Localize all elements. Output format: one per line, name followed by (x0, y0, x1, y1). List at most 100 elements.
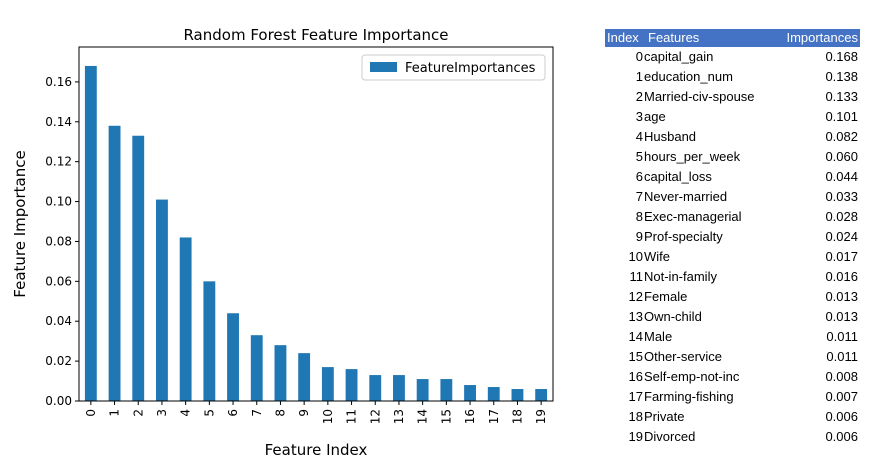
table-row: 5 hours_per_week 0.060 (605, 147, 860, 167)
y-tick-label: 0.04 (45, 314, 72, 328)
row-feature: capital_loss (644, 169, 712, 184)
table-row: 4 Husband 0.082 (605, 127, 860, 147)
row-feature: hours_per_week (644, 149, 741, 164)
row-feature: Self-emp-not-inc (644, 369, 740, 384)
row-feature: education_num (644, 69, 733, 84)
row-importance: 0.044 (825, 169, 858, 184)
x-tick-label: 9 (297, 409, 311, 417)
row-importance: 0.138 (825, 69, 858, 84)
row-index: 8 (635, 209, 643, 224)
y-tick-label: 0.08 (45, 234, 72, 248)
row-index: 6 (635, 169, 643, 184)
row-feature: capital_gain (644, 49, 714, 64)
row-feature: Other-service (644, 349, 723, 364)
bar-5 (203, 281, 216, 401)
bar-9 (298, 353, 311, 401)
x-tick-label: 15 (439, 409, 453, 424)
legend: FeatureImportances (361, 54, 546, 81)
bar-1 (108, 125, 121, 401)
table-row: 1 education_num 0.138 (605, 67, 860, 87)
x-tick-label: 16 (463, 409, 477, 424)
header-index: Index (607, 30, 639, 45)
bar-14 (416, 379, 429, 401)
x-tick-label: 2 (131, 409, 145, 417)
row-index: 13 (628, 309, 643, 324)
row-importance: 0.168 (825, 49, 858, 64)
row-feature: Husband (644, 129, 697, 144)
row-index: 2 (635, 89, 643, 104)
bar-19 (535, 389, 548, 401)
table-row: 18 Private 0.006 (605, 407, 860, 427)
importance-table: Index Features Importances 0 capital_gain… (605, 29, 860, 447)
row-feature: Divorced (644, 429, 696, 444)
x-tick-label: 1 (108, 409, 122, 417)
y-tick-label: 0.10 (45, 195, 72, 209)
row-index: 10 (628, 249, 643, 264)
y-axis-label: Feature Importance (11, 150, 29, 297)
row-importance: 0.024 (825, 229, 858, 244)
chart-title: Random Forest Feature Importance (183, 26, 448, 44)
row-feature: Wife (644, 249, 670, 264)
table-row: 17 Farming-fishing 0.007 (605, 387, 860, 407)
table-row: 0 capital_gain 0.168 (605, 47, 860, 67)
x-tick-label: 17 (487, 409, 501, 424)
row-index: 19 (628, 429, 643, 444)
bar-8 (274, 345, 287, 401)
x-tick-label: 6 (226, 409, 240, 417)
table-row: 19 Divorced 0.006 (605, 427, 860, 447)
table-row: 12 Female 0.013 (605, 287, 860, 307)
bar-17 (487, 387, 500, 401)
row-feature: Not-in-family (644, 269, 717, 284)
bar-10 (321, 367, 334, 401)
table-row: 2 Married-civ-spouse 0.133 (605, 87, 860, 107)
row-importance: 0.033 (825, 189, 858, 204)
row-importance: 0.011 (826, 349, 858, 364)
x-tick-label: 11 (345, 409, 359, 424)
table-row: 10 Wife 0.017 (605, 247, 860, 267)
y-tick-label: 0.06 (45, 274, 72, 288)
row-index: 1 (635, 69, 643, 84)
row-feature: Private (644, 409, 685, 424)
table-row: 6 capital_loss 0.044 (605, 167, 860, 187)
bar-7 (250, 335, 263, 401)
row-importance: 0.101 (825, 109, 858, 124)
y-tick-label: 0.00 (45, 394, 72, 408)
table-row: 16 Self-emp-not-inc 0.008 (605, 367, 860, 387)
row-feature: Married-civ-spouse (644, 89, 755, 104)
row-importance: 0.028 (825, 209, 858, 224)
table-row: 14 Male 0.011 (605, 327, 860, 347)
bar-0 (84, 65, 97, 401)
row-index: 0 (635, 49, 643, 64)
row-feature: Own-child (644, 309, 702, 324)
x-tick-label: 13 (392, 409, 406, 424)
x-axis-label: Feature Index (265, 441, 368, 459)
table-row: 13 Own-child 0.013 (605, 307, 860, 327)
row-index: 15 (628, 349, 643, 364)
table-row: 3 age 0.101 (605, 107, 860, 127)
x-tick-label: 7 (250, 409, 264, 417)
legend-swatch (370, 62, 397, 72)
row-index: 17 (628, 389, 643, 404)
table-header: Index Features Importances (605, 29, 860, 47)
header-importances: Importances (786, 30, 858, 45)
x-tick-label: 12 (368, 409, 382, 424)
x-tick-label: 14 (416, 409, 430, 424)
legend-label: FeatureImportances (405, 61, 536, 76)
bar-6 (227, 313, 239, 401)
bar-11 (345, 369, 358, 401)
row-importance: 0.008 (825, 369, 858, 384)
bar-18 (511, 389, 524, 401)
row-index: 12 (628, 289, 643, 304)
plot-frame (78, 46, 554, 402)
row-importance: 0.016 (825, 269, 858, 284)
row-importance: 0.006 (825, 409, 858, 424)
row-index: 3 (635, 109, 643, 124)
row-feature: Female (644, 289, 688, 304)
x-tick-label: 10 (321, 409, 335, 424)
row-index: 11 (629, 269, 644, 284)
bar-4 (179, 237, 192, 401)
bar-16 (464, 385, 476, 401)
row-importance: 0.011 (826, 329, 858, 344)
row-index: 14 (628, 329, 643, 344)
chart-svg: Random Forest Feature Importance 0.00 0.02… (11, 26, 554, 459)
